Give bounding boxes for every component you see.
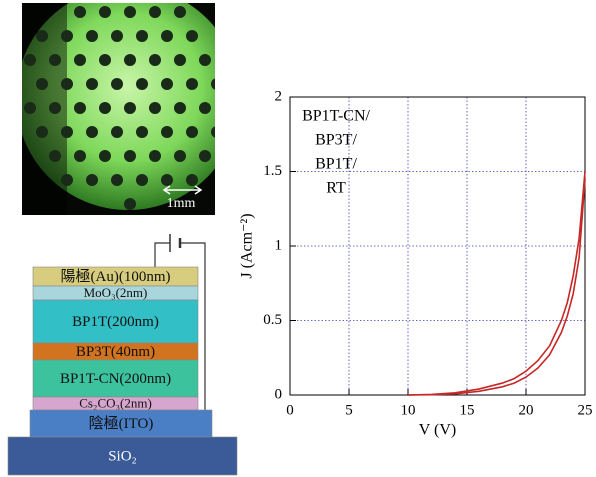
photo-dot (111, 174, 123, 186)
photo-dot (74, 102, 86, 114)
photo-dot (186, 78, 198, 90)
photo-dot (24, 54, 36, 66)
x-tick-label: 0 (286, 402, 294, 418)
photo-dot (61, 126, 73, 138)
photo-dot (111, 78, 123, 90)
photo-dot (86, 126, 98, 138)
photo-dot (149, 6, 161, 18)
y-axis-label: J (Acm⁻²) (239, 213, 256, 278)
layer-label: BP1T-CN(200nm) (60, 371, 171, 387)
photo-dot (149, 54, 161, 66)
photo-dot (74, 6, 86, 18)
photo-dot (61, 30, 73, 42)
x-tick-label: 25 (578, 402, 593, 418)
photo-dot (86, 78, 98, 90)
x-tick-label: 10 (401, 402, 416, 418)
layer-label: 陽極(Au)(100nm) (61, 268, 171, 285)
photo-dot (174, 54, 186, 66)
photo-dot (74, 150, 86, 162)
photo-dot (111, 126, 123, 138)
photo-dot (136, 30, 148, 42)
x-axis-label: V (V) (419, 422, 456, 439)
data-line (408, 172, 585, 396)
data-line (408, 179, 585, 395)
photo-dot (211, 78, 223, 90)
photo-dot (36, 78, 48, 90)
x-tick-label: 15 (460, 402, 475, 418)
photo-dot (124, 102, 136, 114)
photo-dot (36, 30, 48, 42)
photo-dot (174, 150, 186, 162)
photo-dot (99, 102, 111, 114)
photo-dot (186, 30, 198, 42)
photo-dot (136, 78, 148, 90)
layer-label: BP1T(200nm) (72, 314, 159, 330)
photo-dot (211, 126, 223, 138)
y-tick-label: 1.5 (263, 163, 282, 179)
photo-dot (49, 150, 61, 162)
photo-dot (174, 6, 186, 18)
photo-dot (24, 102, 36, 114)
x-tick-label: 20 (519, 402, 534, 418)
photo-dot (124, 54, 136, 66)
photo-dot (86, 30, 98, 42)
photo-dot (61, 174, 73, 186)
photo-dot (161, 174, 173, 186)
photo-dot (149, 150, 161, 162)
y-tick-label: 0.5 (263, 312, 282, 328)
photo-dot (174, 102, 186, 114)
layer-label: SiO₂ (108, 448, 137, 464)
x-tick-label: 5 (345, 402, 353, 418)
photo-dot (149, 102, 161, 114)
photo-dot (99, 150, 111, 162)
layer-label: 陰極(ITO) (89, 415, 154, 432)
photo-dot (49, 102, 61, 114)
photo-dot (186, 126, 198, 138)
photo-dot (74, 54, 86, 66)
photo-dot (136, 126, 148, 138)
photo-dot (199, 102, 211, 114)
photo-dot (124, 198, 136, 210)
y-tick-label: 0 (275, 386, 283, 402)
photo-dot (124, 6, 136, 18)
layer-label: MoO₃(2nm) (84, 285, 148, 300)
scale-label: 1mm (167, 196, 196, 211)
photo-dot (161, 30, 173, 42)
photo-dot (186, 174, 198, 186)
photo-dot (199, 54, 211, 66)
photo-dot (161, 78, 173, 90)
layer-label: Cs₂CO₃(2nm) (79, 395, 152, 410)
figure: 1mm 陽極(Au)(100nm)MoO₃(2nm) BP1T(200nm) BP3… (0, 0, 596, 477)
photo-dot (36, 126, 48, 138)
photo-dot (111, 30, 123, 42)
annotation: RT (326, 180, 346, 197)
y-tick-label: 2 (275, 88, 283, 104)
photo-dot (49, 54, 61, 66)
y-tick-label: 1 (275, 237, 283, 253)
photo-dot (99, 6, 111, 18)
annotation: BP1T/ (315, 156, 357, 173)
photo-dot (99, 54, 111, 66)
photo (16, 0, 240, 215)
photo-dot (124, 150, 136, 162)
annotation: BP3T/ (315, 132, 357, 149)
layer-label: BP3T(40nm) (76, 344, 155, 360)
photo-dot (136, 174, 148, 186)
annotation: BP1T-CN/ (302, 108, 370, 125)
photo-dot (86, 174, 98, 186)
photo-dot (61, 78, 73, 90)
photo-dot (161, 126, 173, 138)
photo-dot (199, 150, 211, 162)
photo-dot (224, 102, 236, 114)
